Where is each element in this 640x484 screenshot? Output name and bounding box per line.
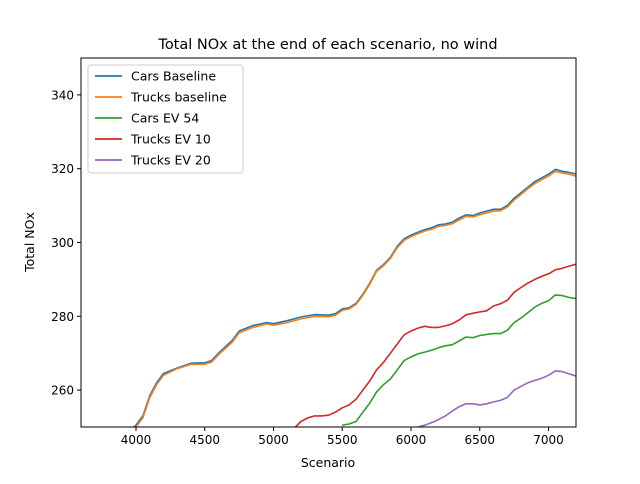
y-tick-label: 320	[51, 162, 74, 176]
legend: Cars Baseline Trucks baseline Cars EV 54 Tr…	[87, 64, 244, 174]
y-tick-label: 340	[51, 88, 74, 102]
legend-label: Trucks EV 10	[130, 132, 211, 147]
legend-label: Cars Baseline	[131, 69, 216, 84]
series-line-3	[342, 294, 576, 426]
chart-title: Total NOx at the end of each scenario, n…	[157, 37, 497, 53]
legend-label: Trucks baseline	[130, 90, 227, 105]
y-axis-label: Total NOx	[22, 212, 37, 273]
x-tick-label: 4000	[121, 433, 152, 447]
legend-label: Trucks EV 20	[130, 153, 211, 168]
legend-frame	[87, 64, 244, 174]
y-tick-label: 300	[51, 236, 74, 250]
y-tick-label: 260	[51, 384, 74, 398]
series-line-4	[294, 263, 576, 427]
legend-label: Cars EV 54	[131, 111, 199, 126]
series-line-2	[134, 170, 576, 427]
x-tick-label: 6500	[464, 433, 495, 447]
x-tick-label: 5000	[258, 433, 289, 447]
y-tick-label: 280	[51, 310, 74, 324]
x-tick-label: 5500	[327, 433, 358, 447]
x-axis-label: Scenario	[301, 455, 355, 470]
x-tick-label: 6000	[396, 433, 427, 447]
x-tick-label: 7000	[533, 433, 564, 447]
series-line-5	[414, 370, 576, 427]
x-tick-label: 4500	[189, 433, 220, 447]
